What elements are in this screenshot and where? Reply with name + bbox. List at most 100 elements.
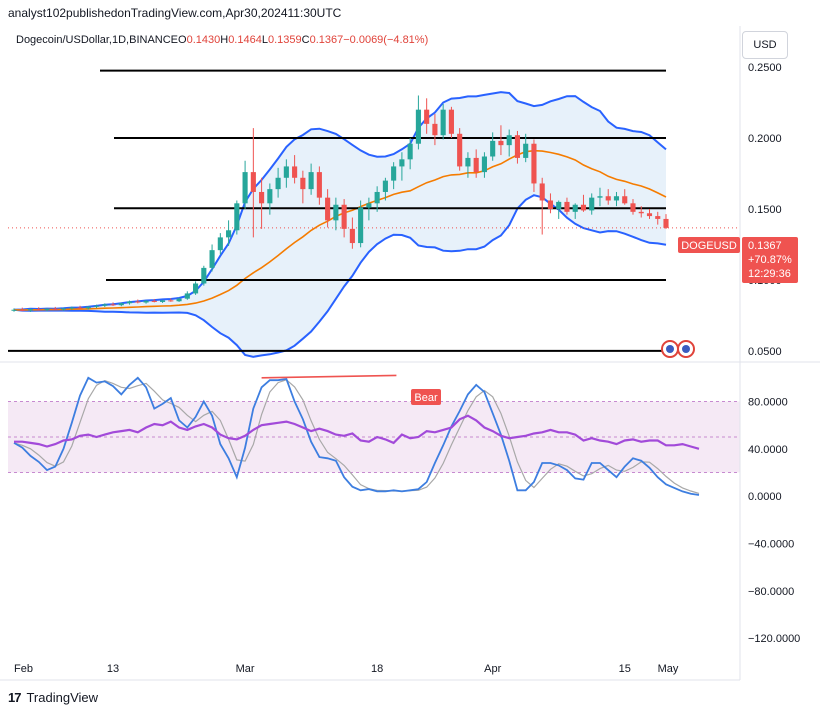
candle-body — [572, 204, 578, 212]
bollinger-upper-line — [13, 91, 667, 311]
stochastic-k-line — [13, 376, 700, 496]
candle-body — [655, 216, 661, 219]
candle-body — [523, 143, 529, 158]
candle-body — [448, 109, 454, 134]
time-axis-tick-label: Mar — [236, 663, 255, 675]
bollinger-band-fill — [14, 92, 666, 357]
tradingview-brand[interactable]: 17 TradingView — [8, 690, 98, 705]
price-axis-tick-label: 0.2000 — [748, 133, 782, 145]
publish-line: analyst102publishedonTradingView.com,Apr… — [8, 6, 342, 20]
legend-row: Dogecoin/USDollar,1D,BINANCEO0.1430H0.14… — [16, 34, 428, 46]
candle-body — [547, 200, 554, 209]
candle-body — [60, 308, 67, 310]
candle-body — [275, 177, 281, 190]
candle-body — [490, 140, 496, 157]
candle-body — [366, 203, 372, 208]
price-badge-countdown: 12:29:36 — [748, 268, 791, 280]
candle-body — [465, 157, 471, 167]
candle-body — [135, 301, 141, 303]
oscillator-axis-tick-label: −120.0000 — [748, 633, 800, 645]
bear-annotation: Bear — [411, 389, 441, 405]
bollinger-basis-line — [13, 149, 667, 311]
candle-body — [415, 109, 421, 144]
legend-symbol[interactable]: Dogecoin/USDollar,1D,BINANCE — [16, 34, 179, 46]
price-badge-ticker: DOGEUSD — [681, 240, 737, 252]
candle-body — [325, 197, 331, 221]
candle-body — [531, 143, 537, 184]
event-flags[interactable] — [661, 340, 695, 358]
bear-divergence-line — [261, 374, 397, 379]
axes: 0.25000.20000.15000.10000.050080.000040.… — [0, 26, 820, 681]
candle-body — [597, 196, 603, 198]
candle-body — [226, 230, 232, 238]
time-axis-tick-label: 18 — [371, 663, 383, 675]
candle-body — [159, 300, 166, 302]
candle-body — [341, 204, 347, 229]
candle-body — [52, 308, 58, 310]
candle-body — [646, 213, 653, 217]
candle-body — [143, 300, 149, 303]
price-axis-tick-label: 0.0500 — [748, 346, 782, 358]
candle-body — [168, 300, 174, 302]
candle-body — [580, 204, 587, 211]
legend-l-label: L — [261, 34, 268, 46]
price-badge-price: 0.1367 — [748, 240, 782, 252]
candle-body — [242, 172, 248, 204]
oscillator-axis-tick-label: 40.0000 — [748, 444, 788, 456]
price-badge-pct: +70.87% — [748, 254, 792, 266]
candle-body — [638, 211, 644, 214]
candle-body — [250, 172, 256, 192]
candle-body — [176, 298, 182, 302]
candle-body — [77, 307, 83, 309]
candle-body — [349, 228, 355, 244]
bear-label: Bear — [414, 392, 438, 404]
candle-body — [506, 135, 512, 146]
candle-body — [209, 250, 215, 268]
candle-body — [564, 201, 570, 212]
candle-body — [358, 207, 364, 244]
candle-body — [556, 201, 562, 209]
candle-body — [613, 196, 620, 201]
time-axis-tick-label: 15 — [619, 663, 631, 675]
candle-body — [316, 172, 322, 198]
candle-body — [27, 309, 34, 311]
candle-body — [44, 308, 50, 310]
legend-o-value: 0.1430 — [186, 34, 221, 46]
candle-body — [605, 196, 611, 201]
time-axis-tick-label: Apr — [484, 663, 501, 675]
candle-body — [184, 293, 190, 299]
candle-body — [622, 196, 628, 204]
candle-body — [118, 303, 124, 306]
candle-body — [292, 166, 298, 178]
candle-body — [391, 166, 397, 181]
candle-body — [630, 203, 636, 212]
us-flag-icon-center — [682, 345, 690, 353]
currency-button[interactable]: USD — [742, 31, 788, 59]
candle-body — [498, 140, 504, 146]
candle-body — [217, 237, 223, 251]
oscillator-axis-tick-label: 80.0000 — [748, 397, 788, 409]
candle-body — [11, 309, 17, 311]
candle-body — [514, 135, 521, 158]
candle-body — [283, 166, 289, 178]
tradingview-logo-icon: 17 — [8, 690, 22, 705]
candle-body — [234, 203, 240, 231]
candle-body — [267, 189, 273, 204]
candle-body — [259, 191, 265, 204]
candle-body — [151, 300, 157, 302]
tradingview-wordmark: TradingView — [26, 690, 99, 705]
candle-body — [85, 306, 91, 309]
candle-body — [300, 177, 306, 190]
price-axis-tick-label: 0.1500 — [748, 204, 782, 216]
oscillator-axis-tick-label: −80.0000 — [748, 586, 794, 598]
legend-l-value: 0.1359 — [267, 34, 302, 46]
candle-body — [424, 109, 430, 124]
price-axis-tick-label: 0.2500 — [748, 62, 782, 74]
candle-body — [432, 123, 438, 136]
candle-body — [333, 204, 339, 221]
candle-body — [473, 157, 479, 173]
candle-body — [663, 218, 669, 228]
candle-body — [308, 172, 314, 190]
candle-body — [481, 156, 487, 173]
